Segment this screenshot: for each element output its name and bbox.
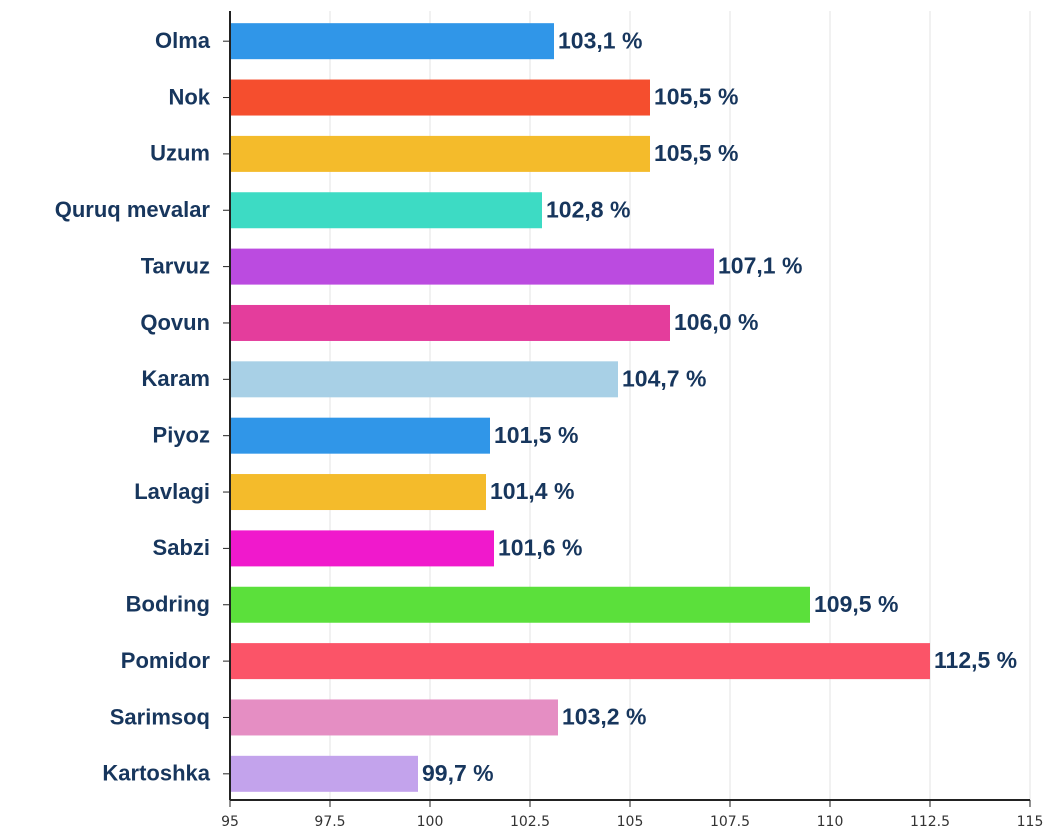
y-tick-label: Sabzi <box>153 535 210 560</box>
value-label: 101,4 % <box>490 478 574 504</box>
value-label: 101,5 % <box>494 422 578 448</box>
bar <box>230 248 714 285</box>
bar <box>230 699 558 736</box>
value-label: 107,1 % <box>718 253 802 279</box>
x-tick-label: 95 <box>221 814 239 830</box>
value-label: 101,6 % <box>498 534 582 560</box>
x-tick-label: 100 <box>417 814 444 830</box>
x-tick-label: 97.5 <box>314 814 345 830</box>
y-tick-label: Olma <box>155 28 211 53</box>
bar <box>230 417 490 454</box>
value-label: 105,5 % <box>654 140 738 166</box>
x-tick-label: 110 <box>817 814 844 830</box>
x-tick-label: 102.5 <box>510 814 550 830</box>
y-tick-label: Piyoz <box>153 422 210 447</box>
bar <box>230 586 810 623</box>
bar <box>230 192 542 229</box>
x-tick-label: 115 <box>1017 814 1044 830</box>
x-tick-label: 112.5 <box>910 814 950 830</box>
value-label: 103,2 % <box>562 704 646 730</box>
y-tick-label: Karam <box>142 366 210 391</box>
y-tick-label: Quruq mevalar <box>55 197 211 222</box>
value-label: 99,7 % <box>422 760 494 786</box>
y-tick-label: Tarvuz <box>141 253 210 278</box>
bar <box>230 135 650 172</box>
value-label: 106,0 % <box>674 309 758 335</box>
value-label: 104,7 % <box>622 365 706 391</box>
bar <box>230 755 418 792</box>
x-tick-label: 107.5 <box>710 814 750 830</box>
y-tick-label: Qovun <box>140 310 210 335</box>
value-label: 105,5 % <box>654 84 738 110</box>
y-tick-label: Pomidor <box>121 648 211 673</box>
bar <box>230 474 486 511</box>
y-tick-label: Bodring <box>126 592 210 617</box>
bar <box>230 304 670 341</box>
y-tick-label: Lavlagi <box>134 479 210 504</box>
y-tick-label: Sarimsoq <box>110 704 210 729</box>
x-tick-label: 105 <box>617 814 644 830</box>
bar <box>230 361 618 398</box>
value-label: 103,1 % <box>558 27 642 53</box>
bar <box>230 643 930 680</box>
y-tick-label: Uzum <box>150 141 210 166</box>
bar <box>230 530 494 567</box>
y-tick-label: Nok <box>168 84 210 109</box>
value-label: 102,8 % <box>546 196 630 222</box>
bar <box>230 79 650 116</box>
value-label: 112,5 % <box>934 647 1017 673</box>
bar <box>230 23 554 60</box>
y-tick-label: Kartoshka <box>102 761 210 786</box>
value-label: 109,5 % <box>814 591 898 617</box>
